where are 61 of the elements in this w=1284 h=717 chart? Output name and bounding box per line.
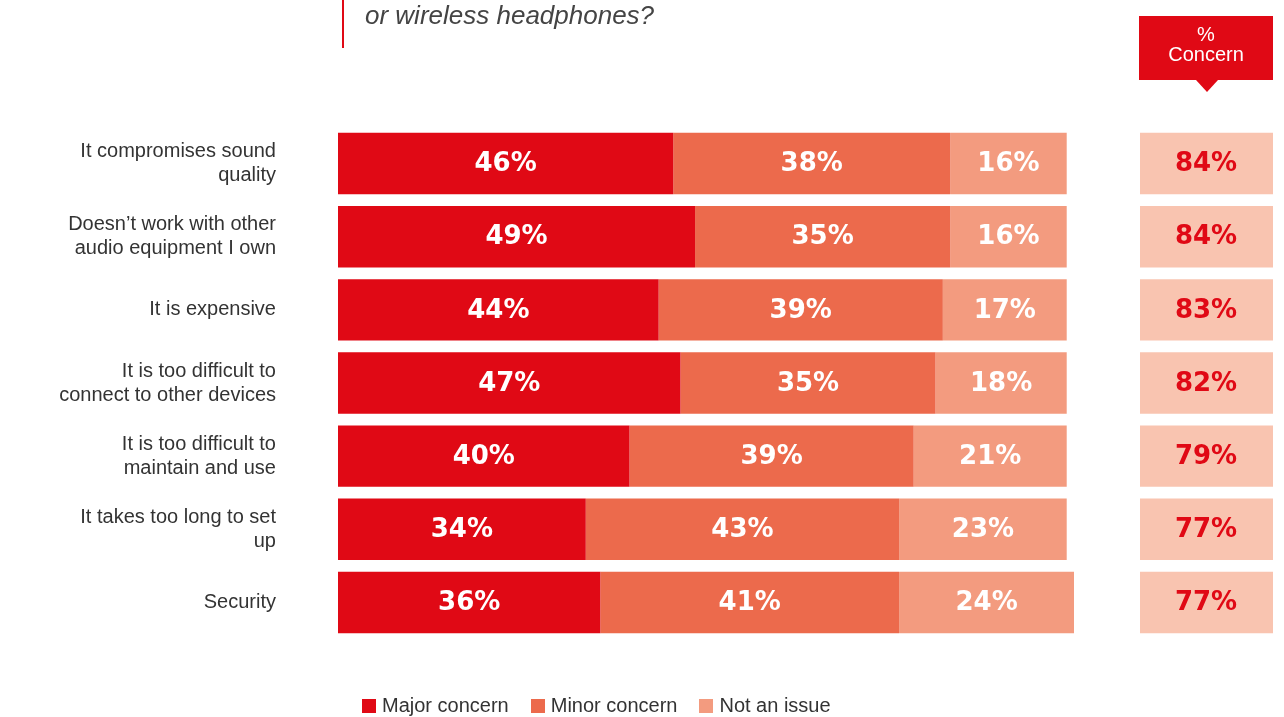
bar — [629, 425, 914, 487]
y-tick-label: It is too difficult to maintain and use — [121, 431, 276, 478]
y-tick-label: Doesn’t work with other audio equipment I own — [68, 212, 277, 259]
y-tick-label: It is too difficult to connect to other devices — [59, 358, 276, 405]
data-label: 21% — [959, 439, 1022, 470]
data-label: 16% — [977, 147, 1040, 178]
bar — [338, 425, 630, 487]
y-tick-label: It takes too long to set up — [80, 504, 277, 551]
legend-label: Minor concern — [549, 694, 678, 717]
bar — [585, 498, 900, 561]
legend-label: Major concern — [381, 694, 509, 717]
y-tick-label: It compromises sound quality — [80, 139, 276, 186]
data-label: 46% — [474, 147, 537, 178]
bar — [338, 352, 681, 414]
data-label: 49% — [485, 220, 548, 251]
bar — [338, 571, 601, 634]
data-label: 44% — [467, 293, 530, 324]
bar — [950, 205, 1067, 268]
text: 82% — [1174, 366, 1238, 397]
bar — [950, 132, 1067, 195]
data-label: 38% — [780, 147, 843, 178]
bar — [899, 498, 1067, 561]
y-tick-label: Security — [203, 589, 276, 612]
text: 77% — [1174, 586, 1238, 617]
y-tick-label: It is expensive — [149, 297, 276, 320]
data-label: 18% — [970, 366, 1033, 397]
bar — [942, 279, 1067, 341]
bar — [338, 498, 586, 561]
bar — [338, 132, 674, 195]
chart-title: or wireless headphones? — [365, 0, 655, 31]
bar — [338, 205, 696, 268]
data-label: 17% — [973, 293, 1036, 324]
text: 84% — [1174, 147, 1238, 178]
bar — [935, 352, 1067, 414]
text: 84% — [1174, 220, 1238, 251]
bar — [673, 132, 951, 195]
bar — [600, 571, 900, 634]
data-label: 39% — [740, 439, 803, 470]
data-label: 47% — [478, 366, 541, 397]
text: 83% — [1174, 293, 1238, 324]
data-label: 34% — [430, 513, 493, 544]
bar — [658, 279, 943, 341]
text: 77% — [1174, 513, 1238, 544]
data-label: 35% — [776, 366, 840, 397]
data-label: 36% — [438, 586, 501, 617]
bar — [338, 279, 659, 341]
text: % Concern — [1139, 16, 1273, 80]
data-label: 39% — [769, 293, 832, 324]
data-label: 40% — [452, 439, 515, 470]
data-label: 23% — [951, 513, 1015, 544]
text: 79% — [1174, 439, 1238, 470]
data-label: 35% — [791, 220, 854, 251]
bar — [913, 425, 1067, 487]
bar — [695, 205, 951, 268]
data-label: 24% — [955, 586, 1018, 617]
bar — [680, 352, 936, 414]
data-label: 43% — [711, 513, 774, 544]
legend-label: Not an issue — [718, 694, 831, 717]
bar — [899, 571, 1074, 634]
data-label: 41% — [718, 586, 781, 617]
data-label: 16% — [977, 220, 1040, 251]
